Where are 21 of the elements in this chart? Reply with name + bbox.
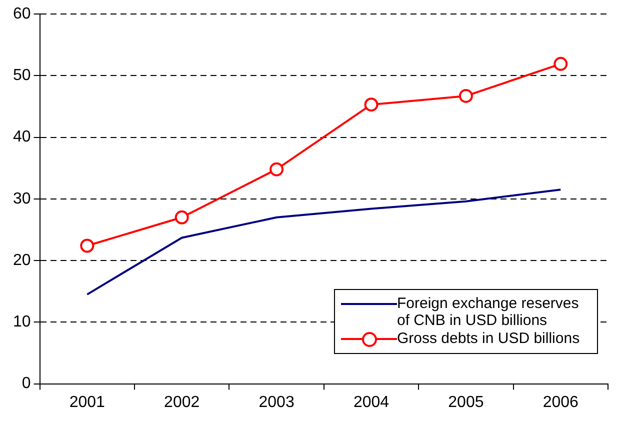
y-tick-label: 40 <box>13 128 31 146</box>
legend-label: Foreign exchange reserves of CNB in USD billions <box>397 294 580 329</box>
point <box>458 88 473 103</box>
legend-label: Gross debts in USD billions <box>397 330 580 347</box>
point <box>554 56 568 71</box>
y-tick-label: 10 <box>13 314 31 331</box>
x-tick-label: 2003 <box>258 394 294 411</box>
x-tick-label: 2004 <box>353 394 390 411</box>
x-tick-label: 2001 <box>69 394 106 411</box>
y-tick-label: 50 <box>13 67 31 84</box>
x-tick-label: 2006 <box>542 394 579 411</box>
y-tick-label: 60 <box>13 5 31 22</box>
point <box>174 210 189 224</box>
point <box>364 98 378 112</box>
point <box>270 162 284 176</box>
x-tick-label: 2005 <box>448 394 484 411</box>
x-tick-label: 2002 <box>164 394 200 411</box>
point <box>80 238 94 253</box>
y-tick-label: 0 <box>22 375 31 392</box>
y-tick-label: 30 <box>13 190 31 208</box>
y-tick-label: 20 <box>13 252 31 269</box>
